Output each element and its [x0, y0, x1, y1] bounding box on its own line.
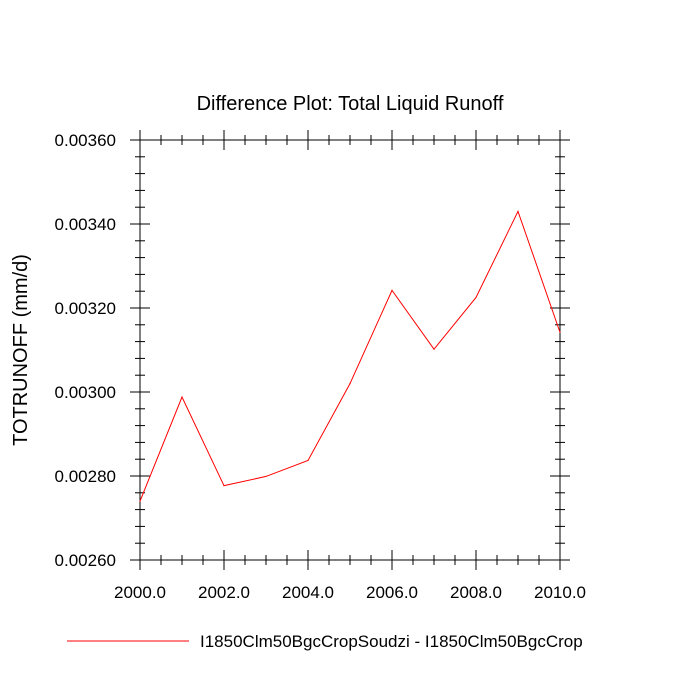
legend-label: I1850Clm50BgcCropSoudzi - I1850Clm50BgcC…	[200, 632, 583, 651]
y-tick-label: 0.00280	[55, 467, 116, 486]
data-point	[349, 383, 351, 385]
series-line	[139, 210, 561, 502]
data-point	[391, 289, 393, 291]
series-layer	[139, 210, 561, 502]
data-point	[265, 475, 267, 478]
y-tick-labels: 0.00260 0.00280 0.00300 0.00320 0.00340 0.003…	[55, 131, 116, 570]
y-tick-label: 0.00340	[55, 215, 116, 234]
x-tick-label: 2002.0	[198, 583, 250, 602]
x-tick-label: 2000.0	[114, 583, 166, 602]
x-tick-label: 2004.0	[282, 583, 334, 602]
plot-frame	[139, 139, 561, 561]
x-tick-label: 2008.0	[450, 583, 502, 602]
y-tick-label: 0.00300	[55, 383, 116, 402]
x-tick-label: 2006.0	[366, 583, 418, 602]
data-point	[223, 485, 225, 487]
x-tick-labels: 2000.0 2002.0 2004.0 2006.0 2008.0 2010.0	[114, 583, 586, 602]
y-tick-label: 0.00360	[55, 131, 116, 150]
data-point	[139, 500, 141, 502]
x-tick-label: 2010.0	[534, 583, 586, 602]
y-tick-label: 0.00260	[55, 551, 116, 570]
data-point	[433, 348, 435, 350]
data-point	[559, 331, 561, 333]
data-point	[307, 459, 309, 462]
data-point	[181, 396, 183, 398]
data-point	[475, 296, 477, 299]
y-axis-label: TOTRUNOFF (mm/d)	[10, 254, 32, 446]
y-tick-label: 0.00320	[55, 299, 116, 318]
chart-title: Difference Plot: Total Liquid Runoff	[197, 93, 504, 115]
axis-ticks	[130, 130, 570, 570]
legend: I1850Clm50BgcCropSoudzi - I1850Clm50BgcC…	[67, 632, 583, 651]
data-point	[517, 210, 519, 212]
